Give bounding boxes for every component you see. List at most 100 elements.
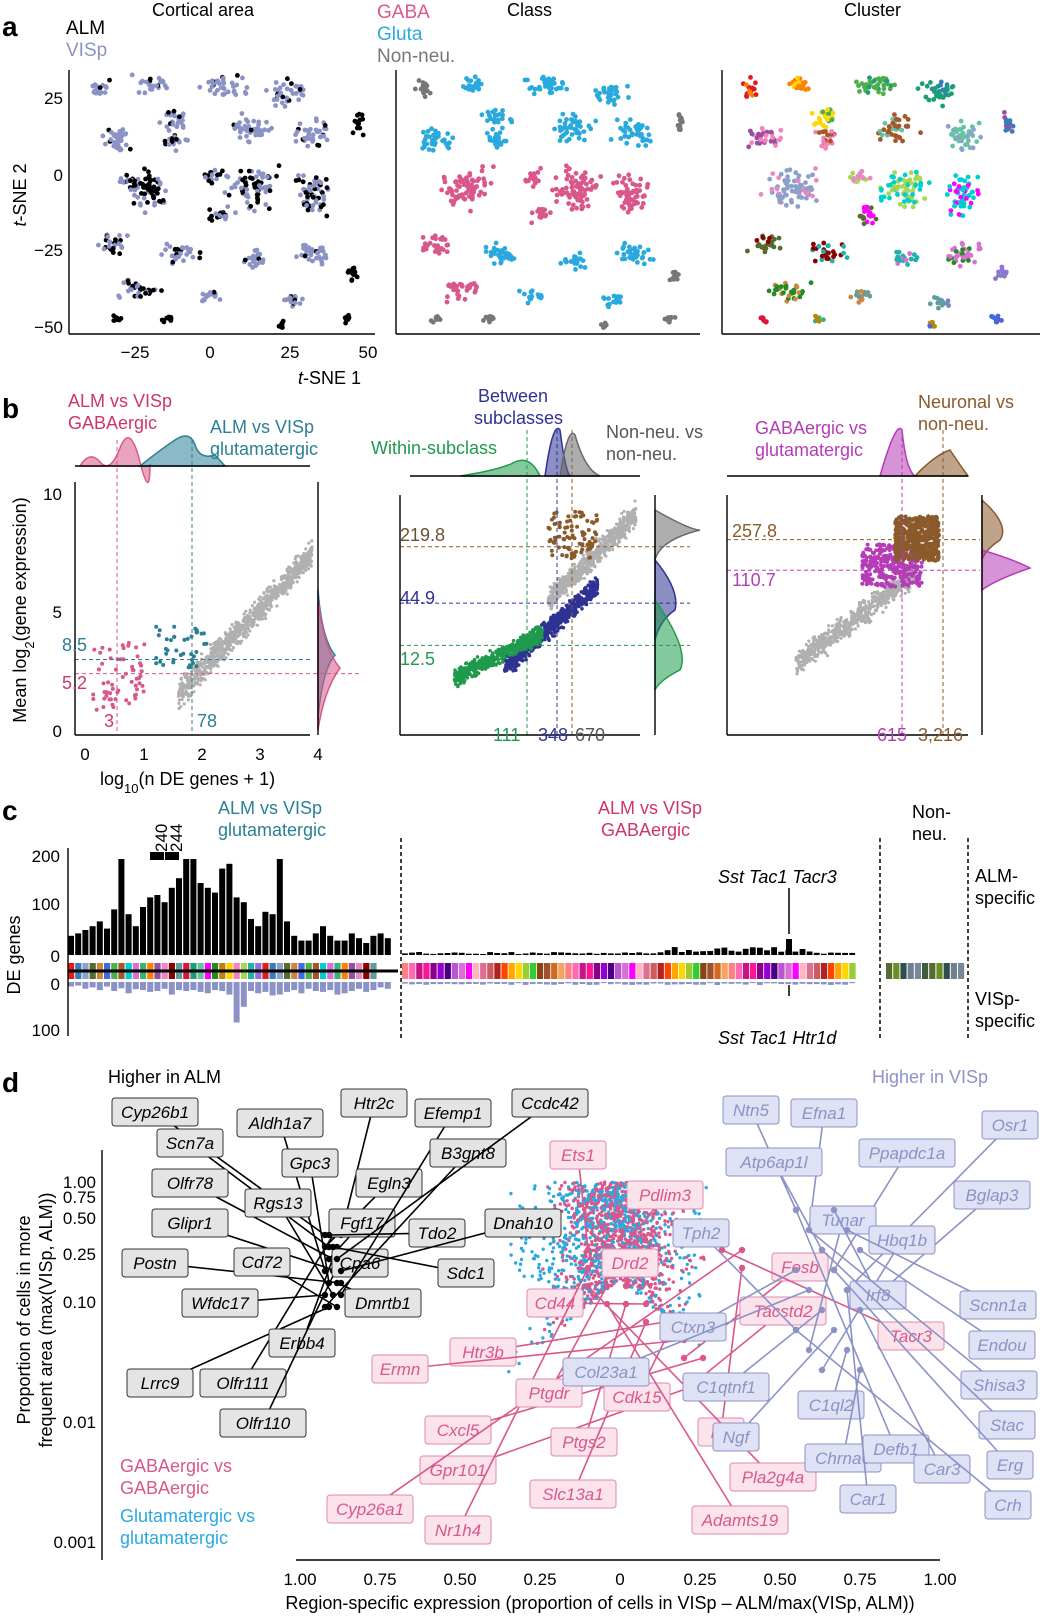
b2-title-between-2: subclasses <box>474 408 563 428</box>
tsne-point <box>197 84 203 90</box>
tsne-point <box>238 185 244 191</box>
tsne-point <box>96 242 101 248</box>
tsne-point <box>623 183 629 188</box>
tsne-point <box>301 186 306 192</box>
tsne-point <box>269 125 274 131</box>
tsne-point <box>959 147 965 153</box>
tsne-point <box>818 120 823 126</box>
tsne-point <box>808 280 814 286</box>
tsne-point <box>181 258 186 264</box>
tsne-point <box>866 84 872 90</box>
tsne-point <box>444 299 450 305</box>
tsne-point <box>416 78 422 83</box>
scatter-panel-b1 <box>74 435 360 736</box>
gene-point <box>252 617 256 621</box>
tsne-point <box>436 130 441 136</box>
tsne-point <box>116 241 122 247</box>
gene-point <box>275 604 279 608</box>
between-point <box>555 629 560 633</box>
tsne-point <box>573 170 579 176</box>
gene-point <box>306 555 310 559</box>
tsne-point <box>965 250 971 256</box>
within-point <box>511 638 516 643</box>
tsne-point <box>294 129 300 135</box>
tsne-point <box>857 89 862 94</box>
tsne-point <box>148 288 154 294</box>
tsne-point <box>798 84 804 90</box>
between-point <box>560 617 564 621</box>
tsne-point <box>582 175 588 181</box>
tsne-point <box>823 114 828 120</box>
gene-point <box>599 556 603 560</box>
tsne-point <box>247 262 253 267</box>
gene-point <box>582 558 586 562</box>
gene-point <box>572 562 577 566</box>
tsne-point <box>243 182 249 188</box>
gene-point <box>247 615 252 620</box>
tsne-point <box>527 295 532 300</box>
tsne-point <box>744 82 749 88</box>
tsne-point <box>482 191 487 197</box>
tsne-point <box>641 193 647 199</box>
tsne-point <box>625 249 631 255</box>
tsne-point <box>634 194 640 199</box>
tsne-point <box>300 179 306 185</box>
gene-point <box>261 605 265 609</box>
tsne-point <box>548 210 553 216</box>
tsne-point <box>159 288 164 293</box>
tsne-point <box>287 295 293 301</box>
tsne-point <box>769 186 775 192</box>
tsne-point <box>479 168 485 174</box>
tsne-point <box>758 137 764 143</box>
tsne-point <box>618 136 624 141</box>
within-point <box>498 661 502 666</box>
tsne-point <box>814 316 820 321</box>
tsne-point <box>795 75 800 81</box>
gene-point <box>280 575 284 579</box>
tsne-point <box>572 260 577 266</box>
tsne-point <box>206 178 212 184</box>
tsne-point <box>300 296 305 302</box>
tsne-point <box>671 270 677 275</box>
tsne-point <box>203 294 209 300</box>
tsne-point <box>993 316 999 322</box>
tsne-point <box>563 259 569 264</box>
tsne-point <box>810 246 816 251</box>
tsne-point <box>148 86 153 92</box>
tsne-point <box>887 195 892 201</box>
tsne-point <box>601 296 607 301</box>
tsne-point <box>197 250 203 255</box>
tsne-point <box>137 201 143 207</box>
tsne-point <box>776 235 782 241</box>
tsne-point <box>465 180 471 185</box>
gene-point <box>303 563 307 568</box>
tsne-point <box>463 190 469 196</box>
panel-a-letter: a <box>2 11 18 42</box>
tsne-point <box>914 169 919 175</box>
tsne-point <box>299 92 305 97</box>
tsne-point <box>605 99 611 105</box>
tsne-point <box>289 81 294 86</box>
tsne-point <box>961 124 966 130</box>
between-point <box>589 583 594 587</box>
tsne-point <box>246 168 252 174</box>
b1-title-glut-1: ALM vs VISp <box>210 417 314 437</box>
gene-point <box>215 660 219 664</box>
tsne-point <box>618 294 623 300</box>
tsne-point <box>580 258 586 263</box>
gene-point <box>606 548 610 552</box>
tsne-point <box>1006 125 1012 130</box>
between-point <box>514 668 518 672</box>
tsne-point <box>745 248 750 254</box>
gene-point <box>568 571 572 575</box>
tsne-cluster <box>740 75 1016 329</box>
tsne-point <box>459 282 465 288</box>
tsne-point <box>237 135 243 140</box>
gene-point <box>209 661 213 665</box>
tsne-point <box>861 221 867 227</box>
tsne-point <box>776 193 781 199</box>
tsne-point <box>674 276 680 282</box>
tsne-point <box>207 88 213 93</box>
gene-point <box>255 623 259 627</box>
